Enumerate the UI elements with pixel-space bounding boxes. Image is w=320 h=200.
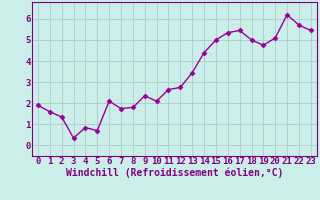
X-axis label: Windchill (Refroidissement éolien,°C): Windchill (Refroidissement éolien,°C) (66, 168, 283, 178)
